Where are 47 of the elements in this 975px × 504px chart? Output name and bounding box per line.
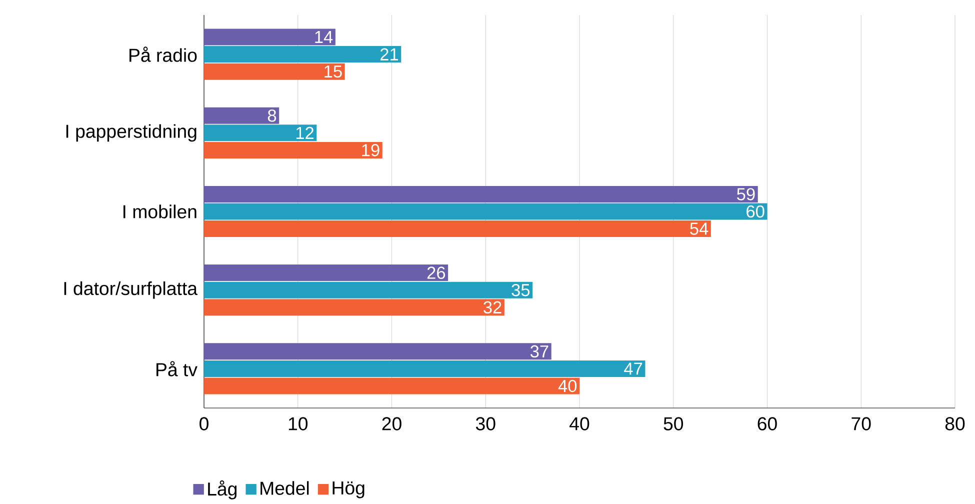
data-label: 15 — [324, 66, 342, 78]
x-tick-label: 20 — [382, 417, 402, 431]
y-tick-label: I papperstidning — [66, 124, 196, 142]
bar — [204, 282, 533, 299]
x-tick-label: 50 — [664, 417, 684, 431]
y-tick-label: På radio — [130, 46, 197, 62]
bar — [204, 299, 504, 316]
bar — [204, 64, 345, 80]
bar — [204, 186, 758, 203]
data-label: 47 — [624, 362, 642, 375]
legend-label: Låg — [208, 480, 237, 500]
data-label: 21 — [380, 48, 398, 61]
bar — [204, 124, 317, 142]
x-tick-label: 80 — [945, 417, 965, 431]
data-label: 60 — [746, 206, 764, 218]
x-tick-label: 10 — [288, 417, 308, 431]
x-tick-label: 30 — [476, 417, 496, 431]
x-tick-label: 40 — [570, 417, 590, 431]
legend-label: Medel — [260, 481, 309, 496]
bar — [204, 46, 402, 63]
bar — [204, 220, 711, 238]
x-tick-label: 0 — [200, 417, 208, 431]
data-label: 32 — [484, 301, 502, 314]
bar — [204, 378, 580, 394]
legend-label: Hög — [332, 482, 364, 498]
data-label: 37 — [530, 345, 548, 358]
data-label: 35 — [512, 284, 530, 296]
data-label: 59 — [737, 188, 755, 201]
bar — [204, 343, 552, 360]
bar — [204, 142, 382, 159]
data-label: 14 — [315, 31, 333, 44]
bar — [204, 264, 448, 282]
bar — [204, 108, 280, 124]
y-tick-label: I dator/surfplatta — [64, 282, 198, 299]
data-label: 12 — [296, 127, 314, 140]
data-label: 8 — [268, 110, 276, 122]
y-tick-label: På tv — [156, 361, 198, 377]
data-label: 19 — [362, 144, 380, 157]
data-label: 40 — [558, 380, 577, 392]
data-label: 54 — [690, 222, 708, 236]
bar — [204, 360, 646, 378]
data-label: 26 — [427, 266, 446, 280]
bar — [204, 203, 768, 220]
x-tick-label: 70 — [852, 417, 871, 431]
x-tick-label: 60 — [758, 417, 777, 431]
bar — [204, 28, 336, 46]
y-tick-label: I mobilen — [123, 204, 196, 219]
